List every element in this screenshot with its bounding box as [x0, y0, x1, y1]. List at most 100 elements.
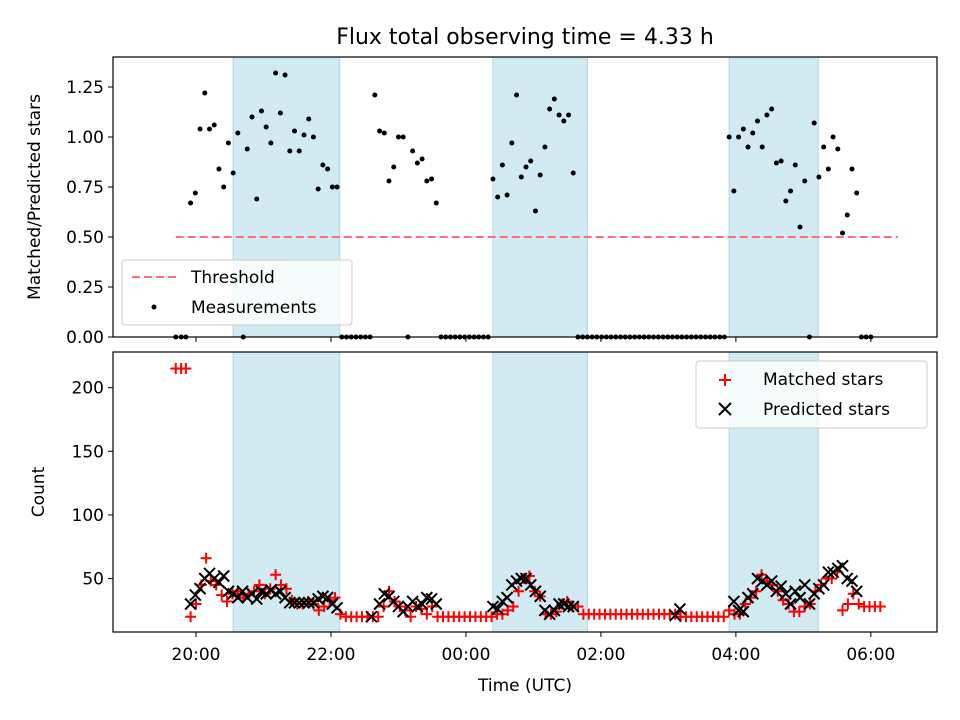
predicted-star-point	[737, 605, 750, 618]
predicted-star-point	[548, 604, 561, 617]
measurement-point	[797, 224, 803, 230]
predicted-star-point	[779, 587, 793, 601]
predicted-star-point	[765, 574, 778, 588]
ratio-panel: 0.00 0.25 0.50 0.75 1.00 1.25 Matched/Predict…	[25, 56, 938, 348]
legend-predicted-swatch	[718, 402, 732, 416]
ratio-y-label: Matched/Predicted stars	[25, 94, 45, 300]
measurement-point	[542, 144, 548, 150]
x-tick-label: 04:00	[711, 645, 760, 665]
measurement-point	[754, 118, 760, 124]
measurement-point	[731, 188, 737, 194]
matched-star-point	[318, 601, 330, 613]
matched-star-point	[180, 363, 192, 375]
predicted-star-point	[212, 576, 226, 589]
count-y-axis: 50 100 150 200	[72, 379, 113, 590]
measurement-point	[296, 148, 302, 154]
measurement-point	[821, 144, 827, 150]
measurement-point	[282, 72, 288, 78]
measurement-point	[235, 130, 241, 136]
measurement-point	[230, 170, 236, 176]
measurement-point	[518, 174, 524, 180]
count-legend-box	[695, 360, 928, 429]
measurement-point	[372, 92, 378, 98]
ratio-y-tick-label: 1.00	[66, 128, 104, 148]
matched-star-point	[185, 611, 197, 623]
measurement-point	[835, 146, 841, 152]
measurement-point	[778, 158, 784, 164]
predicted-star-point	[491, 602, 504, 616]
measurement-point	[514, 92, 520, 98]
measurement-point	[329, 184, 335, 190]
measurement-point	[750, 130, 756, 136]
count-y-label: Count	[29, 466, 49, 517]
matched-star-point	[221, 595, 233, 607]
measurement-point	[788, 188, 794, 194]
ratio-y-axis: 0.00 0.25 0.50 0.75 1.00 1.25	[66, 78, 113, 348]
measurement-point	[192, 190, 198, 196]
measurement-point	[211, 122, 217, 128]
measurement-point	[547, 106, 553, 112]
predicted-star-point	[365, 610, 378, 623]
measurement-point	[495, 194, 501, 200]
matched-star-point	[383, 585, 395, 597]
predicted-star-point	[193, 582, 207, 595]
predicted-star-point	[567, 600, 580, 613]
predicted-star-point	[673, 602, 687, 616]
measurement-point	[244, 146, 250, 152]
matched-star-point	[200, 552, 212, 564]
measurement-point	[764, 112, 770, 118]
measurement-point	[419, 156, 425, 162]
count-panel: 50 100 150 200 20:00 22:00 00:00 02:00 04:00 06:…	[29, 351, 938, 696]
predicted-star-point	[784, 597, 797, 611]
matched-star-point	[405, 611, 417, 623]
matched-star-point	[513, 585, 525, 597]
predicted-star-point	[552, 597, 566, 611]
matched-star-point	[718, 611, 730, 623]
measurement-point	[277, 110, 283, 116]
predicted-star-point	[793, 591, 807, 604]
x-tick-label: 00:00	[441, 645, 490, 665]
measurement-point	[315, 186, 321, 192]
measurement-point	[400, 134, 406, 140]
predicted-star-point	[217, 569, 230, 583]
ratio-y-tick-label: 0.50	[66, 228, 104, 248]
measurement-point	[736, 134, 742, 140]
x-tick-label: 20:00	[172, 645, 221, 665]
measurement-point	[310, 134, 316, 140]
measurement-point	[840, 230, 846, 236]
predicted-star-point	[845, 574, 859, 588]
predicted-star-point	[373, 597, 386, 611]
predicted-star-point	[798, 578, 811, 592]
measurement-point	[504, 192, 510, 198]
ratio-y-tick-label: 0.00	[66, 328, 104, 348]
count-series	[170, 363, 886, 623]
measurement-point	[320, 162, 326, 168]
predicted-star-point	[288, 596, 301, 609]
measurement-point	[773, 160, 779, 166]
matched-star-point	[837, 604, 849, 616]
ratio-y-tick-label: 0.25	[66, 278, 104, 298]
predicted-star-point	[274, 585, 287, 598]
measurement-point	[792, 162, 798, 168]
count-y-tick-label: 50	[82, 570, 104, 590]
measurement-point	[377, 128, 383, 134]
measurement-point	[570, 170, 576, 176]
predicted-star-point	[293, 596, 306, 609]
measurement-point	[566, 112, 572, 118]
matched-star-point	[486, 611, 498, 623]
measurement-point	[334, 184, 340, 190]
matched-star-point	[842, 598, 854, 610]
ratio-x-ticks	[195, 337, 872, 342]
predicted-star-point	[321, 591, 334, 604]
predicted-star-point	[562, 600, 575, 613]
measurement-point	[188, 200, 194, 206]
measurement-point	[816, 174, 822, 180]
predicted-star-point	[283, 596, 297, 609]
measurement-point	[551, 96, 557, 102]
measurement-point	[225, 140, 231, 146]
count-y-tick-label: 150	[72, 442, 104, 462]
matched-star-point	[783, 598, 795, 610]
predicted-star-point	[236, 585, 249, 598]
measurement-point	[258, 108, 264, 114]
